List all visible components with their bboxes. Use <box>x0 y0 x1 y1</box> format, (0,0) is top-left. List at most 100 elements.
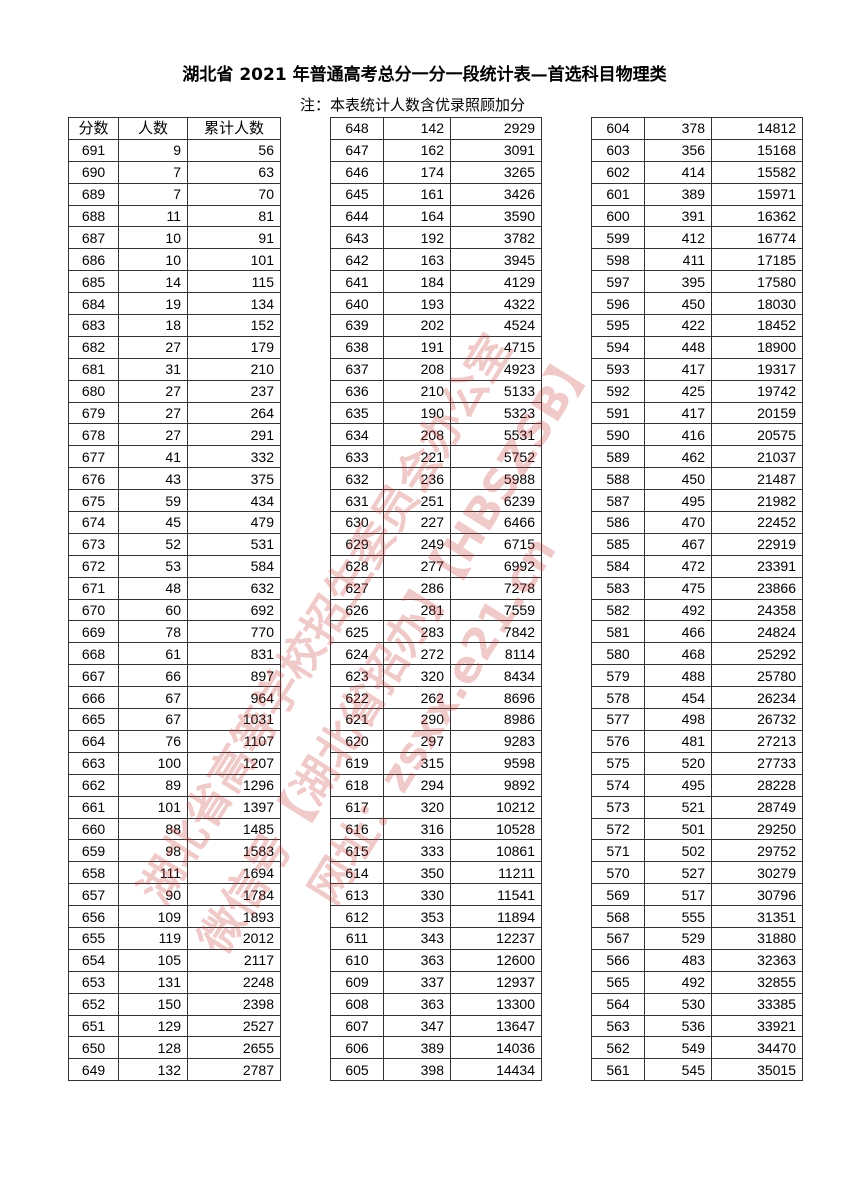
score-cell: 584 <box>591 554 645 578</box>
table-row: 591 417 20159 <box>591 401 803 425</box>
table-row: 606 389 14036 <box>330 1036 542 1060</box>
table-row: 586 470 22452 <box>591 511 803 534</box>
table-row: 686 10 101 <box>68 248 281 272</box>
score-cell: 690 <box>68 160 119 184</box>
table-row: 652 150 2398 <box>68 992 281 1016</box>
score-cell: 601 <box>591 182 645 206</box>
score-cell: 672 <box>68 554 119 578</box>
cumulative-cell: 33921 <box>711 1014 803 1038</box>
table-row: 589 462 21037 <box>591 445 803 469</box>
count-cell: 48 <box>118 576 188 600</box>
count-cell: 52 <box>118 532 188 556</box>
table-row: 634 208 5531 <box>330 423 542 447</box>
count-cell: 521 <box>644 795 712 819</box>
table-row: 691 9 56 <box>68 138 281 162</box>
score-cell: 686 <box>68 248 119 272</box>
table-row: 622 262 8696 <box>330 686 542 710</box>
cumulative-cell: 479 <box>187 511 281 534</box>
score-cell: 582 <box>591 598 645 622</box>
cumulative-cell: 14036 <box>450 1036 542 1060</box>
cumulative-cell: 1296 <box>187 773 281 797</box>
table-row: 621 290 8986 <box>330 708 542 731</box>
table-row: 614 350 11211 <box>330 861 542 885</box>
score-cell: 619 <box>330 751 384 775</box>
score-cell: 615 <box>330 839 384 863</box>
score-cell: 573 <box>591 795 645 819</box>
cumulative-cell: 8696 <box>450 686 542 710</box>
table-row: 604 378 14812 <box>591 117 803 140</box>
score-cell: 689 <box>68 182 119 206</box>
cumulative-cell: 964 <box>187 686 281 710</box>
table-row: 684 19 134 <box>68 292 281 316</box>
count-cell: 119 <box>118 926 188 950</box>
table-row: 620 297 9283 <box>330 729 542 753</box>
cumulative-cell: 1485 <box>187 817 281 841</box>
table-row: 627 286 7278 <box>330 576 542 600</box>
count-cell: 536 <box>644 1014 712 1038</box>
score-cell: 621 <box>330 708 384 731</box>
table-row: 678 27 291 <box>68 423 281 447</box>
score-cell: 684 <box>68 292 119 316</box>
score-cell: 581 <box>591 620 645 644</box>
table-row: 656 109 1893 <box>68 905 281 928</box>
count-cell: 61 <box>118 642 188 666</box>
count-cell: 249 <box>383 532 451 556</box>
count-cell: 283 <box>383 620 451 644</box>
score-cell: 595 <box>591 314 645 337</box>
score-cell: 566 <box>591 948 645 972</box>
cumulative-cell: 291 <box>187 423 281 447</box>
score-cell: 674 <box>68 511 119 534</box>
table-row: 663 100 1207 <box>68 751 281 775</box>
table-row: 680 27 237 <box>68 379 281 403</box>
count-cell: 290 <box>383 708 451 731</box>
score-cell: 641 <box>330 270 384 294</box>
score-cell: 663 <box>68 751 119 775</box>
count-cell: 422 <box>644 314 712 337</box>
count-cell: 520 <box>644 751 712 775</box>
score-cell: 626 <box>330 598 384 622</box>
score-cell: 590 <box>591 423 645 447</box>
cumulative-cell: 18900 <box>711 335 803 359</box>
cumulative-cell: 7278 <box>450 576 542 600</box>
count-cell: 347 <box>383 1014 451 1038</box>
cumulative-cell: 7842 <box>450 620 542 644</box>
score-cell: 652 <box>68 992 119 1016</box>
table-row: 610 363 12600 <box>330 948 542 972</box>
count-cell: 129 <box>118 1014 188 1038</box>
count-cell: 462 <box>644 445 712 469</box>
count-cell: 467 <box>644 532 712 556</box>
table-row: 603 356 15168 <box>591 138 803 162</box>
count-cell: 208 <box>383 357 451 381</box>
table-row: 593 417 19317 <box>591 357 803 381</box>
cumulative-cell: 2012 <box>187 926 281 950</box>
table-row: 677 41 332 <box>68 445 281 469</box>
score-cell: 644 <box>330 204 384 228</box>
cumulative-cell: 632 <box>187 576 281 600</box>
score-cell: 611 <box>330 926 384 950</box>
score-cell: 569 <box>591 883 645 907</box>
score-cell: 606 <box>330 1036 384 1060</box>
count-cell: 281 <box>383 598 451 622</box>
score-cell: 562 <box>591 1036 645 1060</box>
score-cell: 577 <box>591 708 645 731</box>
table-row: 590 416 20575 <box>591 423 803 447</box>
cumulative-cell: 3265 <box>450 160 542 184</box>
table-header-row: 分数 人数 累计人数 <box>68 117 281 140</box>
count-cell: 350 <box>383 861 451 885</box>
count-cell: 395 <box>644 270 712 294</box>
cumulative-cell: 10212 <box>450 795 542 819</box>
count-cell: 294 <box>383 773 451 797</box>
table-row: 671 48 632 <box>68 576 281 600</box>
table-row: 592 425 19742 <box>591 379 803 403</box>
count-cell: 320 <box>383 664 451 688</box>
count-cell: 416 <box>644 423 712 447</box>
cumulative-cell: 29752 <box>711 839 803 863</box>
count-cell: 549 <box>644 1036 712 1060</box>
score-cell: 670 <box>68 598 119 622</box>
cumulative-cell: 584 <box>187 554 281 578</box>
table-row: 670 60 692 <box>68 598 281 622</box>
count-cell: 472 <box>644 554 712 578</box>
table-row: 647 162 3091 <box>330 138 542 162</box>
score-cell: 688 <box>68 204 119 228</box>
cumulative-cell: 23866 <box>711 576 803 600</box>
